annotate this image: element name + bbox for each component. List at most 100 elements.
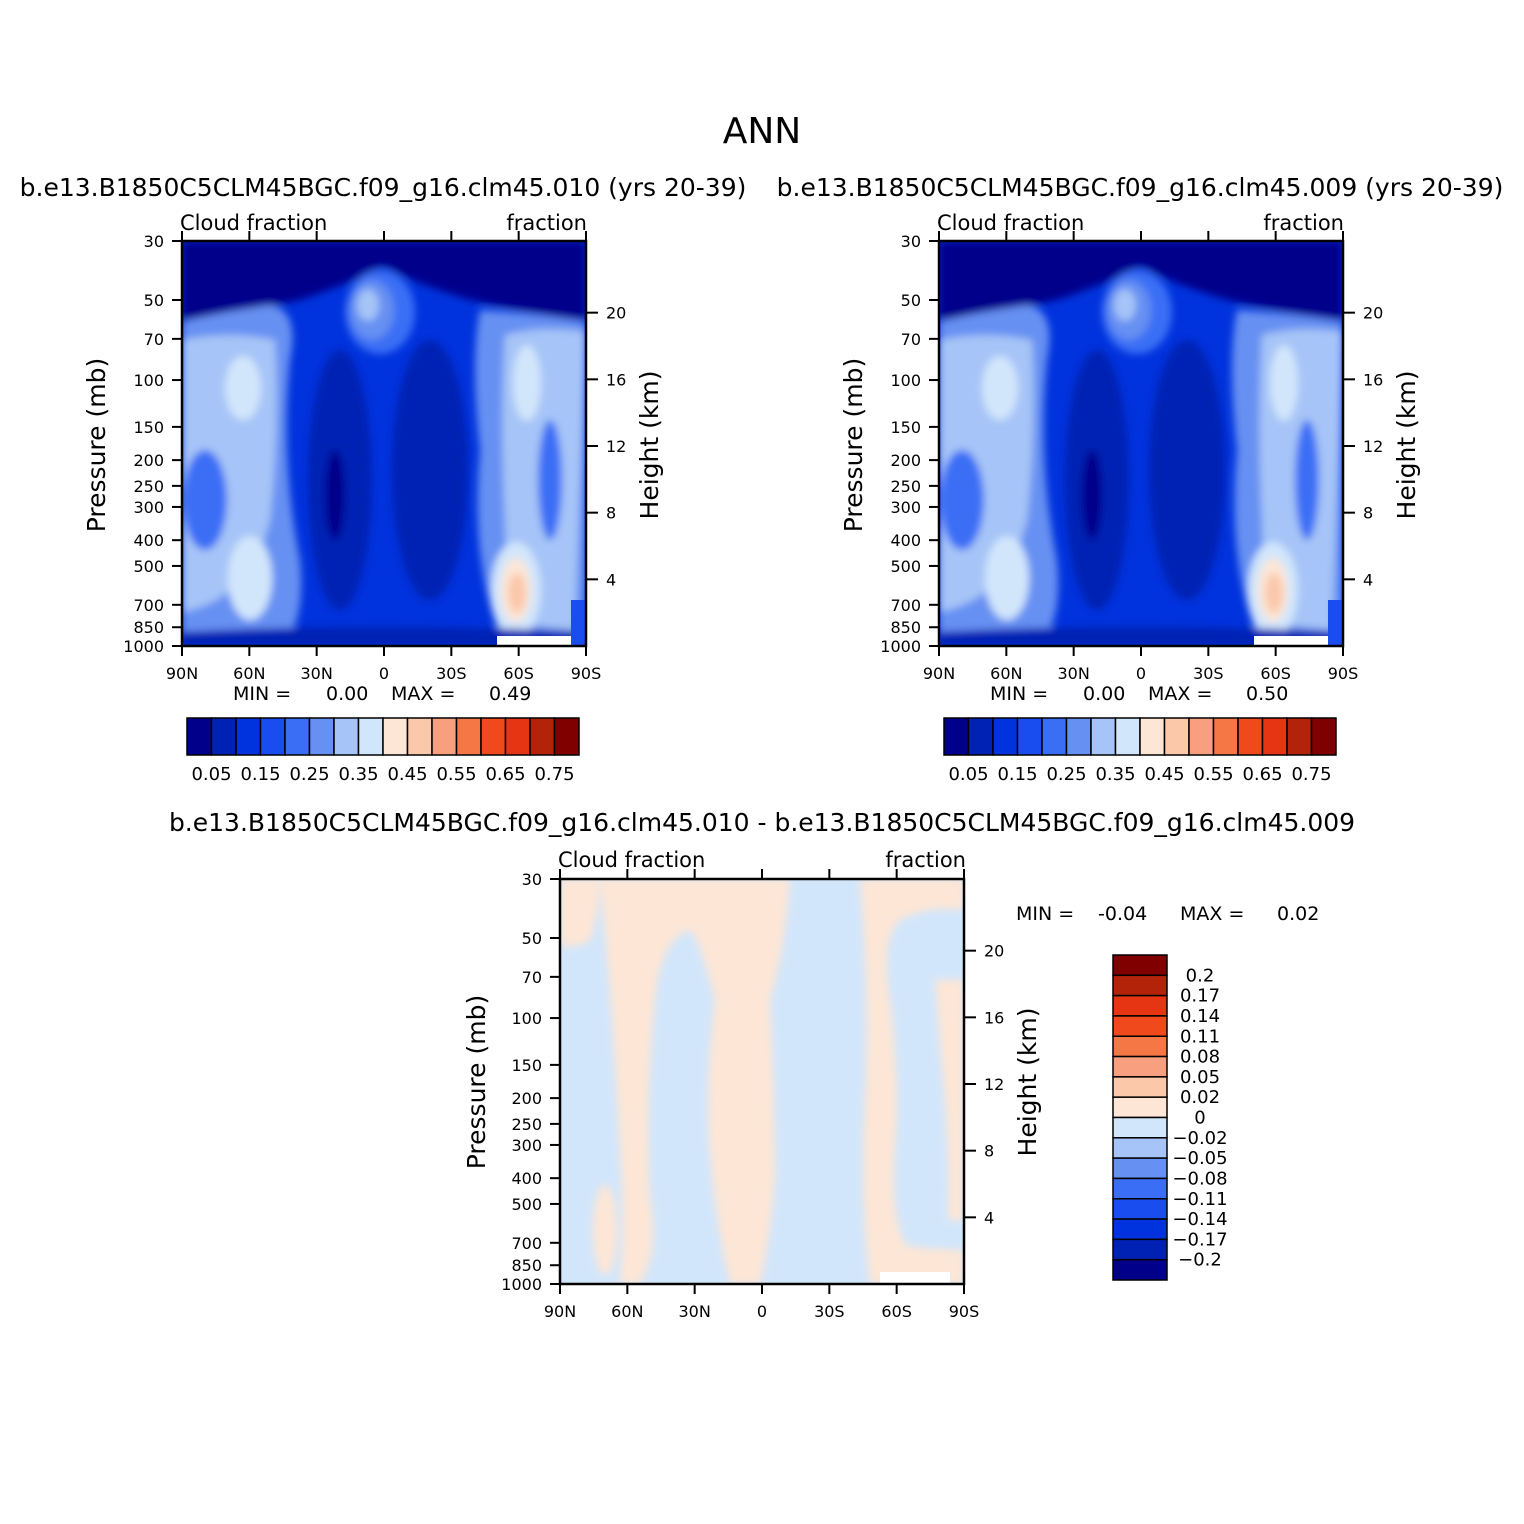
colorbar-box — [1112, 1218, 1168, 1241]
y-right-tick-label: 8 — [606, 504, 616, 523]
y-tick-label: 200 — [890, 451, 921, 470]
colorbar-label: 0.55 — [1193, 764, 1233, 785]
x-tick-label: 90N — [166, 664, 198, 683]
colorbar-label: 0 — [1194, 1108, 1205, 1129]
panel-3: b.e13.B1850C5CLM45BGC.f09_g16.clm45.010 … — [169, 808, 1355, 1321]
panel-3-ylabel-right: Height (km) — [1013, 1008, 1042, 1157]
y-right-tick-label: 12 — [1363, 437, 1383, 456]
colorbar-box — [1112, 1055, 1168, 1078]
panel-3-min-value: -0.04 — [1098, 903, 1147, 925]
panel-1: b.e13.B1850C5CLM45BGC.f09_g16.clm45.010 … — [20, 173, 747, 785]
y-tick-label: 250 — [133, 477, 164, 496]
panel-1-max-label: MAX = — [391, 683, 455, 705]
y-right-tick-label: 4 — [1363, 570, 1373, 589]
colorbar-label: 0.02 — [1180, 1087, 1220, 1108]
y-tick-label: 100 — [133, 371, 164, 390]
y-tick-label: 70 — [522, 968, 542, 987]
panel-2-colorbar: 0.05 0.15 0.25 0.35 0.45 0.55 0.65 0.75 — [943, 717, 1337, 785]
panel-3-right-subtitle: fraction — [885, 848, 966, 872]
y-tick-label: 1000 — [123, 637, 164, 656]
y-tick-label: 50 — [901, 291, 921, 310]
colorbar-label: 0.15 — [240, 764, 280, 785]
colorbar-label: −0.05 — [1172, 1148, 1227, 1169]
colorbar-box — [1261, 717, 1288, 756]
x-tick-label: 60N — [611, 1302, 643, 1321]
colorbar-box — [480, 717, 507, 756]
colorbar-label: 0.65 — [485, 764, 525, 785]
y-tick-label: 70 — [144, 330, 164, 349]
x-tick-label: 60S — [503, 664, 534, 683]
colorbar-box — [1112, 974, 1168, 997]
x-tick-label: 30S — [436, 664, 467, 683]
panel-3-min-label: MIN = — [1016, 903, 1074, 925]
colorbar-box — [1112, 1096, 1168, 1119]
x-tick-label: 0 — [379, 664, 389, 683]
y-right-tick-label: 12 — [606, 437, 626, 456]
colorbar-label: −0.2 — [1178, 1250, 1222, 1271]
colorbar-label: −0.17 — [1172, 1229, 1227, 1250]
y-tick-label: 250 — [511, 1115, 542, 1134]
y-tick-label: 30 — [522, 870, 542, 889]
y-tick-label: 70 — [901, 330, 921, 349]
y-tick-label: 300 — [511, 1136, 542, 1155]
colorbar-label: 0.05 — [1180, 1067, 1220, 1088]
y-tick-label: 400 — [890, 531, 921, 550]
y-tick-label: 100 — [511, 1009, 542, 1028]
colorbar-box — [1112, 954, 1168, 977]
y-right-tick-label: 4 — [606, 570, 616, 589]
colorbar-box — [1139, 717, 1166, 756]
colorbar-box — [1065, 717, 1092, 756]
y-right-tick-label: 12 — [984, 1075, 1004, 1094]
x-tick-label: 0 — [1136, 664, 1146, 683]
x-tick-label: 60N — [990, 664, 1022, 683]
panel-2-left-subtitle: Cloud fraction — [937, 211, 1084, 235]
colorbar-box — [1112, 1035, 1168, 1058]
colorbar-box — [1286, 717, 1313, 756]
y-tick-label: 150 — [890, 418, 921, 437]
colorbar-box — [1114, 717, 1141, 756]
panel-3-left-subtitle: Cloud fraction — [558, 848, 705, 872]
panel-1-title: b.e13.B1850C5CLM45BGC.f09_g16.clm45.010 … — [20, 173, 747, 202]
panel-3-ylabel: Pressure (mb) — [462, 995, 491, 1169]
colorbar-label: 0.35 — [1095, 764, 1135, 785]
colorbar-label: −0.14 — [1172, 1209, 1227, 1230]
colorbar-box — [357, 717, 384, 756]
colorbar-box — [1237, 717, 1264, 756]
panel-2-right-subtitle: fraction — [1263, 211, 1344, 235]
x-tick-label: 30S — [814, 1302, 845, 1321]
y-tick-label: 400 — [511, 1169, 542, 1188]
colorbar-box — [967, 717, 994, 756]
panel-2-ylabel: Pressure (mb) — [839, 358, 868, 532]
x-tick-label: 90N — [544, 1302, 576, 1321]
panel-3-contour-field — [560, 879, 964, 1284]
colorbar-box — [308, 717, 335, 756]
panel-2-ylabel-right: Height (km) — [1392, 371, 1421, 520]
panel-2-title: b.e13.B1850C5CLM45BGC.f09_g16.clm45.009 … — [777, 173, 1504, 202]
colorbar-box — [1112, 1177, 1168, 1200]
colorbar-box — [1112, 1238, 1168, 1261]
colorbar-box — [1212, 717, 1239, 756]
x-tick-label: 60S — [1260, 664, 1291, 683]
y-tick-label: 850 — [511, 1256, 542, 1275]
colorbar-box — [333, 717, 360, 756]
colorbar-box — [259, 717, 286, 756]
panel-2-max-value: 0.50 — [1246, 683, 1288, 705]
panel-3-max-value: 0.02 — [1277, 903, 1319, 925]
colorbar-label: 0.65 — [1242, 764, 1282, 785]
colorbar-box — [1112, 1137, 1168, 1159]
colorbar-box — [553, 717, 580, 756]
y-tick-label: 700 — [511, 1234, 542, 1253]
colorbar-label: 0.17 — [1180, 986, 1220, 1007]
x-tick-label: 60S — [881, 1302, 912, 1321]
y-tick-label: 1000 — [501, 1275, 542, 1294]
x-tick-label: 90S — [571, 664, 602, 683]
panel-1-contour-field — [182, 241, 586, 646]
panel-1-right-subtitle: fraction — [506, 211, 587, 235]
y-tick-label: 50 — [522, 929, 542, 948]
y-tick-label: 300 — [890, 498, 921, 517]
panel-1-colorbar: 0.05 0.15 0.25 0.35 0.45 0.55 0.65 0.75 — [186, 717, 580, 785]
y-tick-label: 200 — [133, 451, 164, 470]
colorbar-box — [431, 717, 458, 756]
colorbar-label: 0.05 — [948, 764, 988, 785]
y-tick-label: 30 — [901, 232, 921, 251]
